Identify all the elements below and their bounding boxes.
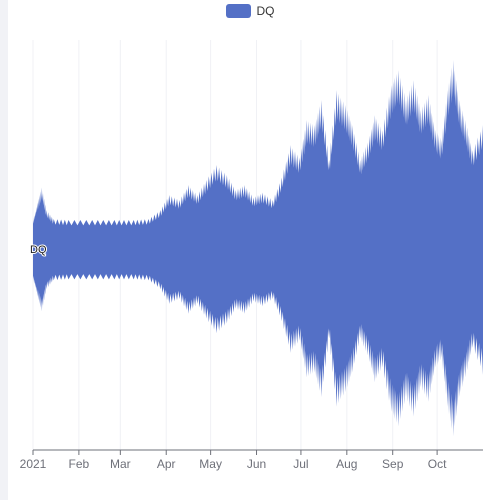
legend-label-dq[interactable]: DQ <box>256 4 275 18</box>
x-tick-label-2: Mar <box>110 457 131 471</box>
x-tick-label-9: Oct <box>428 457 447 471</box>
x-tick-label-1: Feb <box>69 457 90 471</box>
series-area-dq[interactable] <box>33 60 483 437</box>
legend-swatch-dq[interactable] <box>225 4 251 18</box>
series-label-dq: DQ <box>30 244 47 256</box>
left-edge-strip <box>0 0 8 500</box>
x-tick-label-0: 2021 <box>20 457 47 471</box>
x-axis: 2021 Feb Mar Apr May Jun Jul Aug Sep Oct <box>20 449 483 471</box>
x-tick-label-8: Sep <box>382 457 404 471</box>
x-tick-label-4: May <box>199 457 222 471</box>
x-tick-label-5: Jun <box>247 457 266 471</box>
x-tick-label-3: Apr <box>157 457 176 471</box>
legend: DQ <box>0 4 500 18</box>
series-areas <box>33 60 483 437</box>
x-tick-label-6: Jul <box>293 457 308 471</box>
series-labels: DQ <box>29 243 48 257</box>
x-tick-label-7: Aug <box>336 457 357 471</box>
